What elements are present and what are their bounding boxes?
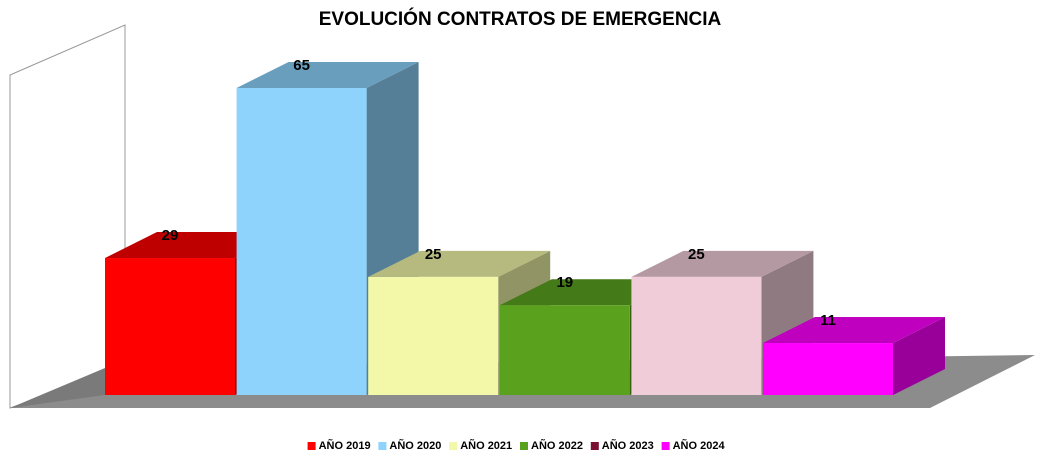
bar — [236, 88, 367, 395]
bar-top — [236, 62, 419, 88]
bar — [368, 276, 499, 395]
legend-label: AÑO 2023 — [602, 439, 654, 452]
legend-marker — [661, 442, 670, 450]
chart-title: EVOLUCIÓN CONTRATOS DE EMERGENCIA — [319, 8, 722, 30]
legend-marker — [449, 442, 458, 450]
data-label: 11 — [820, 312, 836, 329]
legend-marker — [378, 442, 387, 450]
data-label: 25 — [688, 246, 705, 263]
legend-label: AÑO 2024 — [673, 439, 726, 452]
legend-label: AÑO 2022 — [531, 439, 583, 452]
bar — [499, 305, 630, 395]
bar — [631, 276, 762, 395]
legend-marker — [590, 442, 599, 450]
legend-label: AÑO 2021 — [460, 439, 512, 452]
floor-edge — [10, 368, 105, 408]
bar — [105, 258, 235, 395]
legend-label: AÑO 2020 — [389, 439, 441, 452]
legend-marker — [520, 442, 528, 450]
bar-top — [631, 250, 814, 277]
data-label: 25 — [425, 246, 442, 263]
data-label: 29 — [162, 227, 179, 244]
data-label: 19 — [556, 274, 573, 291]
legend-marker — [307, 442, 316, 450]
data-label: 65 — [293, 57, 310, 74]
bar-top — [763, 317, 945, 344]
bar-top — [368, 250, 551, 277]
bar-side — [893, 317, 945, 395]
bar — [763, 343, 893, 395]
legend-label: AÑO 2019 — [319, 439, 371, 452]
